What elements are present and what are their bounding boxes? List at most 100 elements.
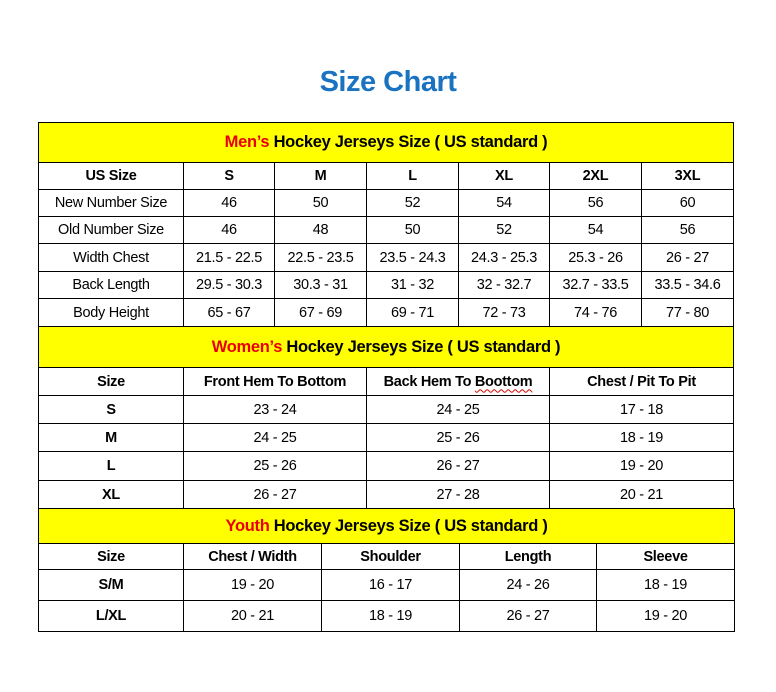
table-cell: 20 - 21 <box>183 600 322 632</box>
table-row: S 23 - 24 24 - 25 17 - 18 <box>38 395 734 424</box>
womens-size-table: Women’s Hockey Jerseys Size ( US standar… <box>38 326 734 509</box>
column-header: US Size <box>38 162 184 190</box>
row-label: Back Length <box>38 271 184 299</box>
mens-highlight: Men’s <box>224 133 270 151</box>
column-header: XL <box>458 162 550 190</box>
table-row: L/XL 20 - 21 18 - 19 26 - 27 19 - 20 <box>38 600 736 632</box>
table-row: XL 26 - 27 27 - 28 20 - 21 <box>38 480 734 509</box>
youth-section-header: Youth Hockey Jerseys Size ( US standard … <box>37 508 736 544</box>
table-cell: 26 - 27 <box>366 451 550 481</box>
table-cell: 27 - 28 <box>366 480 550 509</box>
table-cell: 52 <box>366 189 459 217</box>
youth-size-table: Youth Hockey Jerseys Size ( US standard … <box>37 508 736 632</box>
row-label: S <box>38 395 184 424</box>
table-row: Old Number Size 46 48 50 52 54 56 <box>38 216 734 244</box>
mens-section-title: Men’s Hockey Jerseys Size ( US standard … <box>38 122 734 163</box>
womens-heading: Hockey Jerseys Size ( US standard ) <box>282 337 561 356</box>
youth-column-headers: Size Chest / Width Shoulder Length Sleeve <box>38 543 736 570</box>
table-cell: 16 - 17 <box>321 569 460 601</box>
column-header-label: M <box>314 168 327 184</box>
column-header: M <box>274 162 367 190</box>
table-cell: 22.5 - 23.5 <box>274 243 367 272</box>
column-header-label: 3XL <box>674 168 701 184</box>
column-header-label: Length <box>504 548 552 565</box>
table-cell: 24.3 - 25.3 <box>458 243 550 272</box>
column-header-label: 2XL <box>582 168 609 184</box>
womens-section-title: Women’s Hockey Jerseys Size ( US standar… <box>38 326 734 368</box>
row-label: Width Chest <box>38 243 184 272</box>
youth-highlight: Youth <box>225 516 270 535</box>
column-header: Shoulder <box>321 543 460 570</box>
table-cell: 18 - 19 <box>595 569 736 601</box>
row-label: Body Height <box>38 298 184 327</box>
column-header: L <box>366 162 459 190</box>
womens-section-header: Women’s Hockey Jerseys Size ( US standar… <box>38 326 734 368</box>
table-cell: 24 - 25 <box>366 395 550 424</box>
table-cell: 69 - 71 <box>366 298 459 327</box>
table-cell: 25.3 - 26 <box>549 243 642 272</box>
column-header-label: Size <box>97 548 125 565</box>
column-header: Sleeve <box>595 543 736 570</box>
table-cell: 56 <box>549 189 642 217</box>
table-cell: 56 <box>641 216 734 244</box>
mens-size-table: Men’s Hockey Jerseys Size ( US standard … <box>38 122 734 327</box>
table-cell: 23 - 24 <box>183 395 367 424</box>
column-header: Size <box>38 543 184 570</box>
column-header-label: Chest / Pit To Pit <box>587 373 696 390</box>
table-cell: 26 - 27 <box>641 243 734 272</box>
mens-section-header: Men’s Hockey Jerseys Size ( US standard … <box>38 122 734 163</box>
column-header: Length <box>459 543 597 570</box>
column-header-label: Shoulder <box>360 548 421 565</box>
table-cell: 25 - 26 <box>366 423 550 452</box>
column-header-label: Sleeve <box>643 548 688 565</box>
table-cell: 65 - 67 <box>183 298 275 327</box>
table-cell: 52 <box>458 216 550 244</box>
table-cell: 77 - 80 <box>641 298 734 327</box>
column-header: Back Hem To Boottom <box>366 367 550 396</box>
table-cell: 31 - 32 <box>366 271 459 299</box>
table-cell: 29.5 - 30.3 <box>183 271 275 299</box>
column-header: 3XL <box>641 162 734 190</box>
table-cell: 25 - 26 <box>183 451 367 481</box>
table-cell: 48 <box>274 216 367 244</box>
misspelled-word: Boottom <box>474 373 533 390</box>
table-cell: 46 <box>183 189 275 217</box>
row-label: M <box>38 423 184 452</box>
table-cell: 23.5 - 24.3 <box>366 243 459 272</box>
table-cell: 72 - 73 <box>458 298 550 327</box>
youth-heading: Hockey Jerseys Size ( US standard ) <box>269 516 548 535</box>
mens-column-headers: US Size S M L XL 2XL 3XL <box>38 162 734 190</box>
column-header-label: S <box>224 168 234 184</box>
table-cell: 60 <box>641 189 734 217</box>
table-cell: 33.5 - 34.6 <box>641 271 734 299</box>
table-row: L 25 - 26 26 - 27 19 - 20 <box>38 451 734 481</box>
table-row: Body Height 65 - 67 67 - 69 69 - 71 72 - 73 7… <box>38 298 734 327</box>
row-label: XL <box>38 480 184 509</box>
row-label: Old Number Size <box>38 216 184 244</box>
column-header: 2XL <box>549 162 642 190</box>
table-row: M 24 - 25 25 - 26 18 - 19 <box>38 423 734 452</box>
table-cell: 67 - 69 <box>274 298 367 327</box>
table-cell: 17 - 18 <box>549 395 734 424</box>
table-cell: 24 - 26 <box>459 569 597 601</box>
table-cell: 24 - 25 <box>183 423 367 452</box>
column-header-label: Front Hem To Bottom <box>203 373 347 390</box>
row-label: L/XL <box>38 600 184 632</box>
youth-section-title: Youth Hockey Jerseys Size ( US standard … <box>37 508 736 544</box>
table-cell: 26 - 27 <box>459 600 597 632</box>
table-cell: 26 - 27 <box>183 480 367 509</box>
table-row: Width Chest 21.5 - 22.5 22.5 - 23.5 23.5 - … <box>38 243 734 272</box>
table-cell: 32 - 32.7 <box>458 271 550 299</box>
row-label: New Number Size <box>38 189 184 217</box>
column-header: Chest / Width <box>183 543 322 570</box>
womens-column-headers: Size Front Hem To Bottom Back Hem To Boott… <box>38 367 734 396</box>
table-cell: 74 - 76 <box>549 298 642 327</box>
table-cell: 18 - 19 <box>321 600 460 632</box>
table-cell: 21.5 - 22.5 <box>183 243 275 272</box>
column-header-label: Back Hem To Boottom <box>383 373 533 390</box>
table-cell: 50 <box>274 189 367 217</box>
womens-highlight: Women’s <box>211 337 283 356</box>
column-header-label: Chest / Width <box>208 548 297 565</box>
table-cell: 30.3 - 31 <box>274 271 367 299</box>
table-cell: 19 - 20 <box>549 451 734 481</box>
